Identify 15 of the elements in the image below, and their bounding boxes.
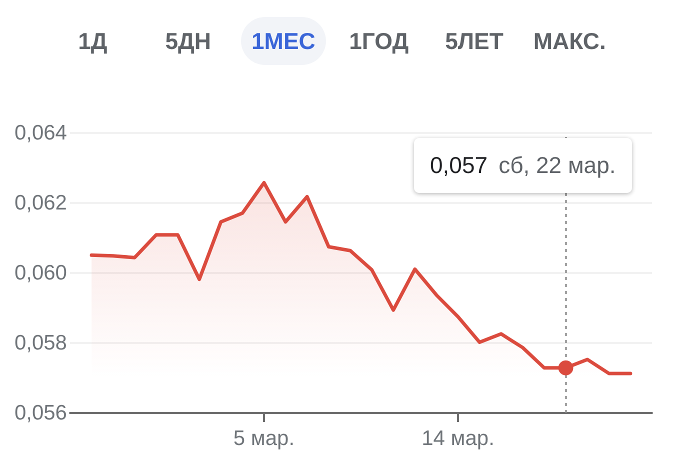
range-tab: 5ЛЕТ: [434, 17, 514, 65]
x-tick-label: 14 мар.: [422, 427, 494, 450]
annotation: 0,057 сб, 22 мар.: [430, 152, 616, 179]
range-tab: 1Д: [67, 17, 118, 65]
range-tab: МАКС.: [522, 17, 617, 65]
y-tick-label: 0,056: [14, 402, 67, 424]
x-tick-label: 5 мар.: [233, 427, 295, 450]
y-tick-label: 0,058: [14, 332, 67, 354]
range-tab: 5ДН: [154, 17, 222, 65]
y-tick-label: 0,064: [14, 122, 68, 144]
tooltip-card: 0,057 сб, 22 мар.: [414, 138, 632, 193]
y-tick-label: 0,060: [14, 262, 67, 284]
range-tab: 1ГОД: [338, 17, 420, 65]
range-tab: 1МЕС: [240, 17, 326, 65]
y-tick-label: 0,062: [14, 192, 67, 214]
